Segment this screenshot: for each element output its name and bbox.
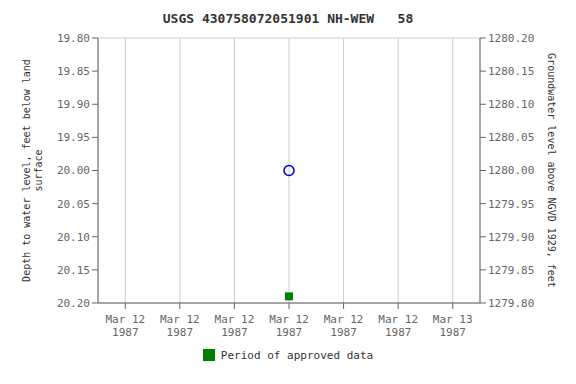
svg-text:Mar 121987: Mar 121987 (378, 313, 418, 339)
svg-text:Mar 121987: Mar 121987 (105, 313, 145, 339)
svg-text:19.95: 19.95 (57, 131, 90, 144)
svg-text:1280.10: 1280.10 (488, 98, 534, 111)
svg-text:1279.85: 1279.85 (488, 264, 534, 277)
svg-text:20.10: 20.10 (57, 231, 90, 244)
svg-text:1280.05: 1280.05 (488, 131, 534, 144)
svg-text:20.15: 20.15 (57, 264, 90, 277)
svg-text:Mar 121987: Mar 121987 (215, 313, 255, 339)
svg-text:1280.20: 1280.20 (488, 32, 534, 45)
html-text:Period of approved data: Period of approved data (220, 348, 374, 362)
svg-text:1280.15: 1280.15 (488, 65, 534, 78)
svg-text:1279.95: 1279.95 (488, 198, 534, 211)
svg-text:19.90: 19.90 (57, 98, 90, 111)
svg-text:Mar 121987: Mar 121987 (324, 313, 364, 339)
svg-text:1279.80: 1279.80 (488, 297, 534, 310)
svg-text:1280.00: 1280.00 (488, 164, 534, 177)
svg-text:Groundwater level above NGVD 1: Groundwater level above NGVD 1929, feet (546, 53, 557, 288)
svg-text:Mar 121987: Mar 121987 (269, 313, 309, 339)
svg-text:19.85: 19.85 (57, 65, 90, 78)
svg-text:1279.90: 1279.90 (488, 231, 534, 244)
svg-text:20.20: 20.20 (57, 297, 90, 310)
svg-text:20.05: 20.05 (57, 198, 90, 211)
svg-text:Mar 121987: Mar 121987 (160, 313, 200, 339)
svg-text:20.00: 20.00 (57, 164, 90, 177)
svg-text:19.80: 19.80 (57, 32, 90, 45)
svg-text:Depth to water level, feet bel: Depth to water level, feet below landsur… (21, 59, 44, 282)
svg-text:Mar 131987: Mar 131987 (433, 313, 473, 339)
html-text:USGS 430758072051901 NH-WEW 58: USGS 430758072051901 NH-WEW 58 (162, 11, 414, 26)
